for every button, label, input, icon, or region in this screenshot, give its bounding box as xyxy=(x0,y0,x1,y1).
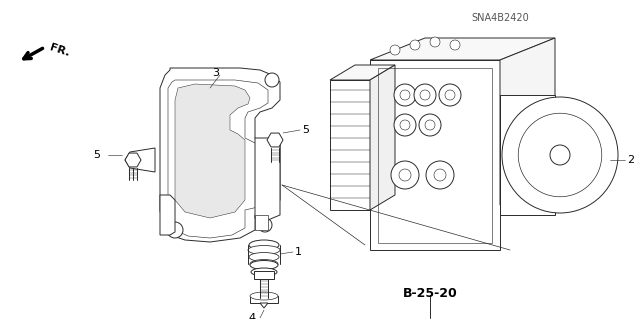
Bar xyxy=(378,68,492,243)
Circle shape xyxy=(419,114,441,136)
Text: SNA4B2420: SNA4B2420 xyxy=(471,13,529,23)
Text: 4: 4 xyxy=(248,313,255,319)
Text: 3: 3 xyxy=(212,68,219,78)
Circle shape xyxy=(400,120,410,130)
Circle shape xyxy=(400,90,410,100)
Ellipse shape xyxy=(250,261,278,270)
Circle shape xyxy=(167,222,183,238)
Bar xyxy=(250,296,278,303)
Ellipse shape xyxy=(250,292,278,300)
Circle shape xyxy=(425,120,435,130)
Bar xyxy=(254,271,274,279)
Circle shape xyxy=(426,161,454,189)
Polygon shape xyxy=(500,38,555,205)
Circle shape xyxy=(414,84,436,106)
Polygon shape xyxy=(255,215,268,230)
Polygon shape xyxy=(160,195,175,235)
Circle shape xyxy=(550,145,570,165)
Ellipse shape xyxy=(249,253,279,262)
Polygon shape xyxy=(160,68,280,242)
Text: 2: 2 xyxy=(627,155,634,165)
Polygon shape xyxy=(260,303,268,308)
Circle shape xyxy=(265,73,279,87)
Circle shape xyxy=(439,84,461,106)
Polygon shape xyxy=(125,148,155,172)
Text: B-25-20: B-25-20 xyxy=(403,287,458,300)
Polygon shape xyxy=(370,65,395,210)
Circle shape xyxy=(445,90,455,100)
Circle shape xyxy=(420,90,430,100)
Circle shape xyxy=(390,45,400,55)
Circle shape xyxy=(430,37,440,47)
Text: 5: 5 xyxy=(93,150,100,160)
Polygon shape xyxy=(255,138,280,220)
Polygon shape xyxy=(175,84,250,218)
Ellipse shape xyxy=(251,268,277,276)
Text: 1: 1 xyxy=(295,247,302,257)
Circle shape xyxy=(399,169,411,181)
Ellipse shape xyxy=(248,246,280,255)
Bar xyxy=(370,60,500,250)
Polygon shape xyxy=(330,65,395,80)
Circle shape xyxy=(434,169,446,181)
Circle shape xyxy=(394,114,416,136)
Circle shape xyxy=(502,97,618,213)
Polygon shape xyxy=(370,38,555,60)
Circle shape xyxy=(450,40,460,50)
Circle shape xyxy=(394,84,416,106)
Ellipse shape xyxy=(249,240,279,250)
Text: 5: 5 xyxy=(302,125,309,135)
Ellipse shape xyxy=(250,259,278,269)
Text: FR.: FR. xyxy=(48,42,70,58)
Circle shape xyxy=(518,113,602,197)
Circle shape xyxy=(391,161,419,189)
Polygon shape xyxy=(500,95,555,215)
Circle shape xyxy=(410,40,420,50)
Polygon shape xyxy=(330,80,370,210)
Circle shape xyxy=(258,218,272,232)
